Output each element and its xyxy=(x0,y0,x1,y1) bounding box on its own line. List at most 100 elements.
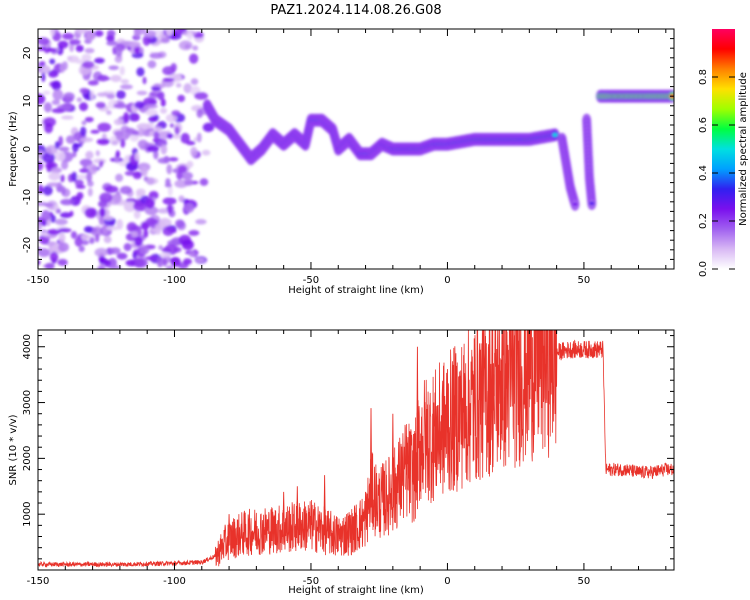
spectrogram-cell xyxy=(113,103,128,109)
spectrogram-cell xyxy=(160,107,167,114)
spectrogram-cell xyxy=(151,86,161,91)
spectrogram-cell xyxy=(184,44,191,49)
spectrogram-cell xyxy=(98,76,111,81)
spectrogram-cell xyxy=(169,123,174,128)
spectrogram-cell xyxy=(78,245,85,253)
spectrogram-cell xyxy=(79,102,89,112)
spectrogram-cell xyxy=(84,47,95,54)
spectrogram-cell xyxy=(166,164,173,175)
spectrogram-cell xyxy=(99,207,106,218)
spectrogram-cell xyxy=(60,185,66,196)
snr-spike xyxy=(391,413,395,508)
spec-ytick-label: -20 xyxy=(22,237,33,253)
spectrogram-cell xyxy=(90,90,95,101)
spectrogram-cell xyxy=(119,186,133,195)
spectrogram-cell xyxy=(90,129,100,134)
spectrogram-cell xyxy=(162,77,175,82)
spectrogram-cell xyxy=(42,152,56,164)
spectrogram-cell xyxy=(192,45,199,51)
spectrogram-cell xyxy=(83,226,93,233)
spectrogram-cell xyxy=(60,174,65,183)
spectrogram-cell xyxy=(190,146,198,157)
spectrogram-cell xyxy=(144,256,158,261)
spectrogram-cell xyxy=(98,217,105,226)
snr-spike xyxy=(369,408,373,508)
spectrogram-cell xyxy=(180,132,190,144)
spectrogram-cell xyxy=(171,228,177,233)
spectrogram-cell xyxy=(94,57,105,64)
snr-spike xyxy=(446,369,449,454)
spectrogram-cell xyxy=(44,262,55,269)
spectrogram-cell xyxy=(81,240,89,246)
spectrogram-cell xyxy=(123,243,132,252)
spectrogram-cell xyxy=(60,198,74,206)
spectrogram-cell xyxy=(57,40,69,49)
snr-frame xyxy=(37,329,675,571)
spectrogram-cell xyxy=(61,160,69,170)
spectrogram-cell xyxy=(110,74,122,83)
spec-xtick-label: -50 xyxy=(303,275,319,286)
spectrogram-cell xyxy=(589,201,595,206)
colorbar-tick-label: 0.6 xyxy=(698,117,709,133)
spectrogram-cell xyxy=(156,256,164,268)
spectrogram-cell xyxy=(62,32,75,40)
spectrogram-cell xyxy=(112,193,122,203)
spectrogram-cell xyxy=(85,29,96,41)
spectrogram-cell xyxy=(41,72,46,82)
snr-ytick-label: 4000 xyxy=(22,334,33,359)
spectrogram-cell xyxy=(51,108,66,114)
spectrogram-cell xyxy=(177,94,186,103)
spectrogram-cell xyxy=(58,232,66,244)
chart-title: PAZ1.2024.114.08.26.G08 xyxy=(270,3,441,18)
spectrogram-cell xyxy=(148,191,159,200)
spectrogram-cell xyxy=(123,201,137,212)
spectrogram-cell xyxy=(47,70,59,78)
snr-line xyxy=(38,330,674,568)
colorbar-gradient xyxy=(712,29,735,269)
spectrogram-cell xyxy=(75,184,86,189)
spectrogram-cell xyxy=(107,265,122,269)
spectrogram-cell xyxy=(159,219,166,228)
spectrogram-cell xyxy=(87,187,93,197)
spectrogram-cell xyxy=(50,167,63,174)
colorbar-tick-label: 0.0 xyxy=(698,261,709,277)
spectrogram-cell xyxy=(96,92,109,97)
spec-xtick-label: -150 xyxy=(27,275,50,286)
spectrogram-cell xyxy=(124,170,136,176)
spectrogram-cell xyxy=(79,87,89,94)
spec-ytick-label: 20 xyxy=(22,47,33,60)
spectrogram-cell xyxy=(134,152,140,162)
spectrogram-cell xyxy=(177,165,188,173)
spectrogram-cell xyxy=(75,29,88,34)
spectrogram-cell xyxy=(136,90,148,96)
spectrogram-cell xyxy=(157,91,165,101)
spectrogram-cell xyxy=(188,229,200,236)
spectrogram-cell xyxy=(63,92,75,101)
spectrogram-cell xyxy=(85,150,94,160)
spectrogram-cell xyxy=(194,92,209,100)
spectrogram-cell xyxy=(199,178,209,186)
spectrogram-cell xyxy=(136,123,151,131)
spectrogram-cell xyxy=(116,90,126,99)
spectrogram-cell xyxy=(144,104,158,109)
colorbar: 0.0 0.2 0.4 0.6 0.8 Normalized spectral ampl… xyxy=(698,29,749,277)
spectrogram-cell xyxy=(54,218,68,226)
spectrogram-cell xyxy=(135,188,146,197)
spectrogram-cell xyxy=(196,132,202,143)
spectrogram-cell xyxy=(131,231,138,238)
spectrogram-cell xyxy=(116,252,128,260)
colorbar-tick-label: 0.2 xyxy=(698,213,709,229)
spectrogram-cell xyxy=(160,143,168,155)
snr-ytick-label: 3000 xyxy=(22,390,33,415)
spectrogram-cell xyxy=(39,61,46,67)
spectrogram-cell xyxy=(97,122,112,132)
spectrogram-cell xyxy=(111,140,119,146)
snr-spike xyxy=(492,374,496,425)
spectrogram-cell xyxy=(144,205,158,216)
spectrogram-cell xyxy=(48,172,61,181)
spectrogram-cell xyxy=(145,217,157,226)
spectrogram-cell xyxy=(106,35,115,43)
snr-spike xyxy=(432,402,436,463)
spectrogram-cell xyxy=(172,133,181,139)
